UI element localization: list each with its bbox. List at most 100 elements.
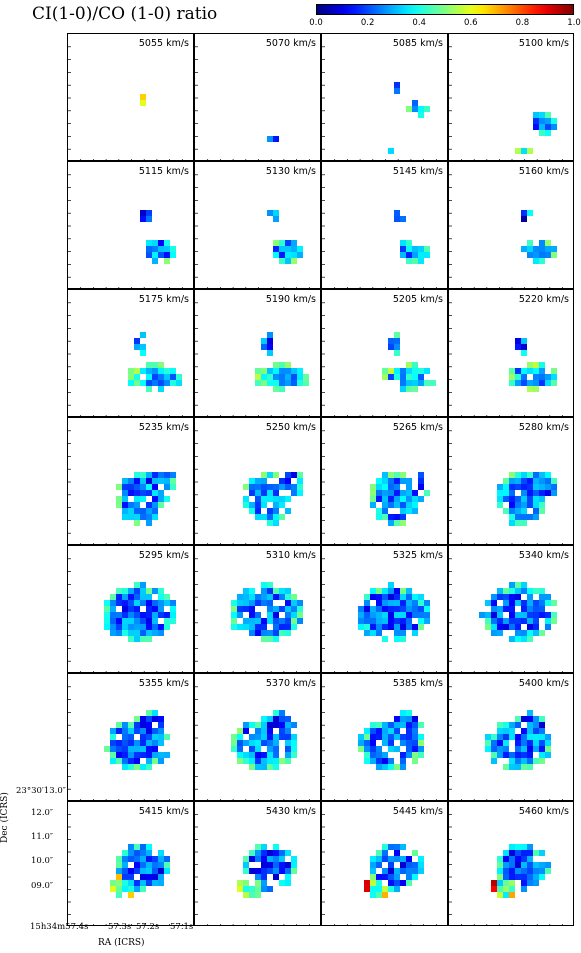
- ratio-pixel: [388, 856, 394, 862]
- ratio-pixel: [551, 490, 557, 496]
- ratio-pixel: [545, 612, 551, 618]
- ratio-pixel: [418, 722, 424, 728]
- ratio-pixel: [267, 332, 273, 338]
- ratio-pixel: [122, 734, 128, 740]
- ratio-pixel: [122, 484, 128, 490]
- ratio-pixel: [521, 484, 527, 490]
- ratio-pixel: [527, 722, 533, 728]
- ratio-pixel: [134, 764, 140, 770]
- ratio-pixel: [128, 630, 134, 636]
- ratio-pixel: [406, 874, 412, 880]
- ratio-pixel: [382, 728, 388, 734]
- ratio-pixel: [509, 374, 515, 380]
- ratio-pixel: [364, 606, 370, 612]
- ratio-pixel: [134, 624, 140, 630]
- ratio-pixel: [273, 368, 279, 374]
- ratio-pixel: [497, 874, 503, 880]
- ratio-pixel: [134, 868, 140, 874]
- ratio-pixel: [545, 472, 551, 478]
- ratio-pixel: [497, 892, 503, 898]
- ratio-pixel: [134, 880, 140, 886]
- ratio-pixel: [539, 862, 545, 868]
- ratio-pixel: [140, 856, 146, 862]
- ratio-pixel: [273, 484, 279, 490]
- ratio-pixel: [539, 716, 545, 722]
- ratio-pixel: [370, 752, 376, 758]
- ratio-pixel: [285, 600, 291, 606]
- ratio-pixel: [134, 344, 140, 350]
- ratio-pixel: [539, 612, 545, 618]
- ratio-pixel: [509, 508, 515, 514]
- ratio-pixel: [243, 892, 249, 898]
- ratio-pixel: [140, 210, 146, 216]
- ratio-pixel: [394, 594, 400, 600]
- ratio-pixel: [376, 618, 382, 624]
- ratio-pixel: [249, 630, 255, 636]
- ratio-pixel: [249, 490, 255, 496]
- ratio-pixel: [158, 624, 164, 630]
- ratio-pixel: [509, 514, 515, 520]
- ratio-pixel: [400, 252, 406, 258]
- velocity-label: 5130 km/s: [265, 166, 316, 177]
- ratio-pixel: [285, 746, 291, 752]
- ratio-pixel: [418, 862, 424, 868]
- ratio-pixel: [279, 386, 285, 392]
- ratio-pixel: [134, 856, 140, 862]
- channel-panel: 5430 km/s: [194, 801, 321, 926]
- ratio-pixel: [261, 600, 267, 606]
- ratio-pixel: [545, 252, 551, 258]
- ratio-pixel: [164, 624, 170, 630]
- ratio-pixel: [521, 380, 527, 386]
- ratio-pixel: [394, 856, 400, 862]
- ratio-pixel: [545, 618, 551, 624]
- channel-map: [195, 174, 310, 288]
- ratio-pixel: [539, 728, 545, 734]
- ratio-pixel: [128, 880, 134, 886]
- velocity-label: 5325 km/s: [392, 550, 443, 561]
- ratio-pixel: [164, 368, 170, 374]
- ratio-pixel: [146, 514, 152, 520]
- ratio-pixel: [273, 716, 279, 722]
- ratio-pixel: [152, 588, 158, 594]
- ratio-pixel: [116, 484, 122, 490]
- ratio-pixel: [400, 588, 406, 594]
- ratio-pixel: [158, 856, 164, 862]
- ratio-pixel: [152, 734, 158, 740]
- channel-panel: 5130 km/s: [194, 161, 321, 289]
- ratio-pixel: [515, 740, 521, 746]
- ratio-pixel: [116, 862, 122, 868]
- ratio-pixel: [388, 496, 394, 502]
- ratio-pixel: [533, 740, 539, 746]
- ratio-pixel: [539, 368, 545, 374]
- ratio-pixel: [382, 600, 388, 606]
- ratio-pixel: [424, 600, 430, 606]
- ratio-pixel: [521, 630, 527, 636]
- channel-panel: 5175 km/s: [67, 289, 194, 417]
- ratio-pixel: [388, 740, 394, 746]
- ratio-pixel: [122, 624, 128, 630]
- ratio-pixel: [128, 764, 134, 770]
- ratio-pixel: [527, 240, 533, 246]
- ratio-pixel: [388, 502, 394, 508]
- ratio-pixel: [370, 606, 376, 612]
- ratio-pixel: [551, 612, 557, 618]
- ratio-pixel: [140, 844, 146, 850]
- ratio-pixel: [376, 600, 382, 606]
- ratio-pixel: [279, 868, 285, 874]
- ratio-pixel: [249, 746, 255, 752]
- ratio-pixel: [400, 478, 406, 484]
- ratio-pixel: [382, 484, 388, 490]
- ratio-pixel: [527, 484, 533, 490]
- ratio-pixel: [285, 752, 291, 758]
- ratio-pixel: [503, 764, 509, 770]
- ratio-pixel: [116, 856, 122, 862]
- ratio-pixel: [394, 850, 400, 856]
- ratio-pixel: [116, 722, 122, 728]
- ratio-pixel: [110, 880, 116, 886]
- ratio-pixel: [515, 734, 521, 740]
- ratio-pixel: [237, 746, 243, 752]
- ratio-pixel: [134, 618, 140, 624]
- ratio-pixel: [515, 338, 521, 344]
- ratio-pixel: [267, 514, 273, 520]
- ratio-pixel: [255, 752, 261, 758]
